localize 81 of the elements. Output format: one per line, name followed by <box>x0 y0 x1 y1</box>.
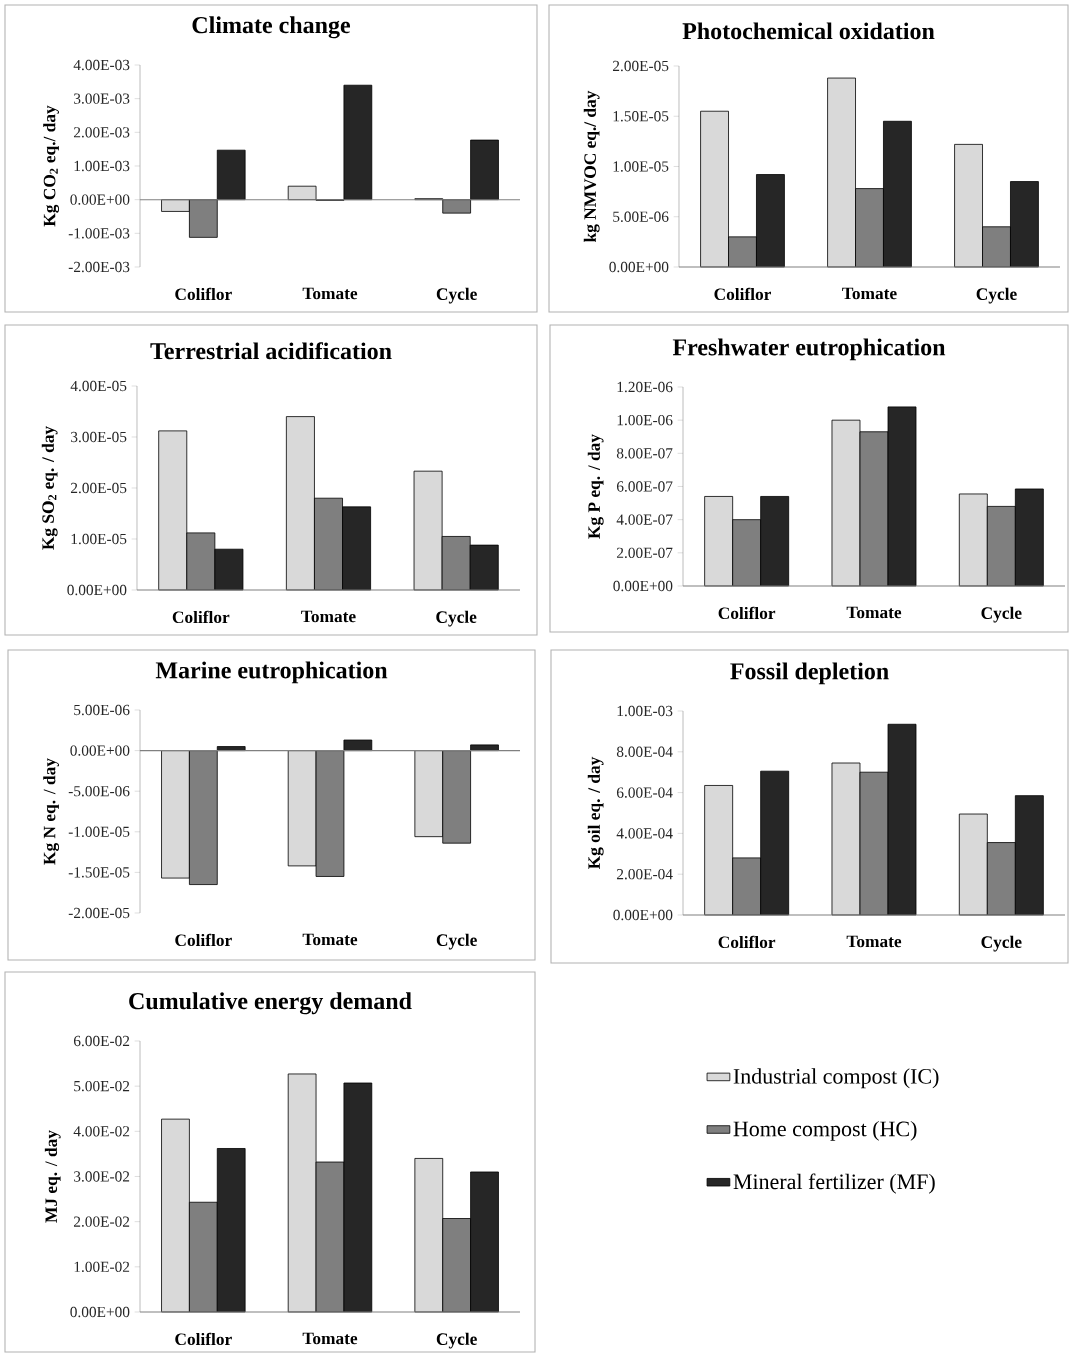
x-tick-label: Coliflor <box>172 610 230 624</box>
y-tick-label: 0.00E+00 <box>70 194 130 205</box>
y-tick-label: 5.00E-06 <box>613 211 669 222</box>
y-tick-label: 2.00E-05 <box>70 482 127 494</box>
y-tick-label: 1.00E-02 <box>74 1261 130 1273</box>
legend-label: Home compost (HC) <box>733 1120 917 1141</box>
y-tick-label: 2.00E-05 <box>612 60 669 72</box>
y-tick-label: -1.00E-05 <box>68 826 130 837</box>
x-tick-label: Tomate <box>301 610 356 623</box>
x-tick-label: Coliflor <box>175 1332 232 1346</box>
chart-title: Freshwater eutrophication <box>672 338 946 361</box>
y-tick-label: 3.00E-05 <box>71 431 127 443</box>
y-tick-label: -2.00E-05 <box>68 907 130 919</box>
y-tick-label: -2.00E-03 <box>68 261 130 273</box>
y-tick-label: 1.20E-06 <box>617 381 673 393</box>
y-axis-title: MJ eq. / day <box>44 1130 61 1223</box>
y-tick-label: 2.00E-07 <box>616 547 673 559</box>
x-tick-label: Tomate <box>302 933 358 946</box>
chart-title: Cumulative energy demand <box>129 992 412 1015</box>
y-tick-label: 2.00E-03 <box>73 127 130 138</box>
x-tick-label: Tomate <box>846 935 902 948</box>
x-tick-label: Coliflor <box>175 933 232 947</box>
y-tick-label: 3.00E-03 <box>74 93 130 104</box>
x-tick-label: Coliflor <box>714 287 772 301</box>
x-tick-label: Coliflor <box>718 606 776 620</box>
chart-title: Climate change <box>192 16 351 39</box>
y-tick-label: 0.00E+00 <box>613 909 673 921</box>
y-tick-label: 3.00E-02 <box>74 1171 130 1182</box>
x-tick-label: Coliflor <box>175 287 232 301</box>
y-tick-label: 1.00E-03 <box>617 705 673 717</box>
x-tick-label: Coliflor <box>718 935 776 949</box>
y-tick-label: 6.00E-04 <box>616 787 673 798</box>
y-axis-title: Kg SO$_{2}$ eq. / day <box>41 426 58 550</box>
x-tick-label: Cycle <box>981 935 1022 952</box>
y-axis-title: Kg P eq. / day <box>587 434 604 539</box>
y-tick-label: -1.00E-03 <box>68 228 130 239</box>
y-tick-label: 6.00E-02 <box>73 1035 130 1047</box>
y-tick-label: 0.00E+00 <box>67 584 127 596</box>
x-tick-label: Cycle <box>436 287 477 304</box>
y-axis-title: Kg N eq. / day <box>43 758 60 865</box>
y-axis-title: Kg CO$_{2}$ eq./ day <box>43 105 60 227</box>
y-tick-label: 4.00E-02 <box>73 1126 130 1137</box>
chart-title: Photochemical oxidation <box>682 22 935 40</box>
x-tick-label: Tomate <box>842 287 897 300</box>
x-tick-label: Tomate <box>846 606 902 619</box>
legend-label: Mineral fertilizer (MF) <box>733 1173 935 1194</box>
y-tick-label: 2.00E-04 <box>616 869 673 880</box>
y-tick-label: 1.50E-05 <box>613 111 669 122</box>
y-tick-label: 4.00E-07 <box>616 514 673 525</box>
y-tick-label: 0.00E+00 <box>613 580 673 592</box>
y-tick-label: 4.00E-05 <box>70 380 127 392</box>
y-tick-label: 2.00E-02 <box>73 1216 130 1227</box>
y-tick-label: 5.00E-06 <box>74 704 130 716</box>
y-tick-label: 4.00E-03 <box>73 59 130 71</box>
y-tick-label: 4.00E-04 <box>616 828 673 839</box>
y-tick-label: 8.00E-07 <box>616 448 673 459</box>
y-axis-title: Kg oil eq. / day <box>587 756 604 870</box>
x-tick-label: Cycle <box>981 606 1022 623</box>
y-tick-label: -5.00E-06 <box>68 786 130 797</box>
y-tick-label: 0.00E+00 <box>609 261 669 273</box>
y-tick-label: -1.50E-05 <box>68 867 130 878</box>
y-tick-label: 5.00E-02 <box>74 1080 130 1092</box>
y-tick-label: 1.00E-05 <box>71 533 127 545</box>
x-tick-label: Cycle <box>976 287 1017 304</box>
y-axis-title: kg NMVOC eq./ day <box>583 90 600 242</box>
x-tick-label: Tomate <box>302 1332 358 1345</box>
legend-label: Industrial compost (IC) <box>733 1068 939 1089</box>
x-tick-label: Cycle <box>436 610 477 627</box>
y-tick-label: 0.00E+00 <box>70 745 130 756</box>
x-tick-label: Cycle <box>436 1332 477 1349</box>
y-tick-label: 8.00E-04 <box>616 746 673 757</box>
x-tick-label: Cycle <box>436 933 477 950</box>
y-tick-label: 0.00E+00 <box>70 1306 130 1318</box>
y-tick-label: 1.00E-03 <box>74 160 130 172</box>
chart-title: Terrestrial acidification <box>150 342 392 360</box>
y-tick-label: 6.00E-07 <box>616 481 673 492</box>
chart-title: Fossil depletion <box>730 662 889 685</box>
y-tick-label: 1.00E-06 <box>617 414 673 426</box>
y-tick-label: 1.00E-05 <box>613 161 669 172</box>
chart-title: Marine eutrophication <box>155 661 388 684</box>
x-tick-label: Tomate <box>302 287 358 300</box>
